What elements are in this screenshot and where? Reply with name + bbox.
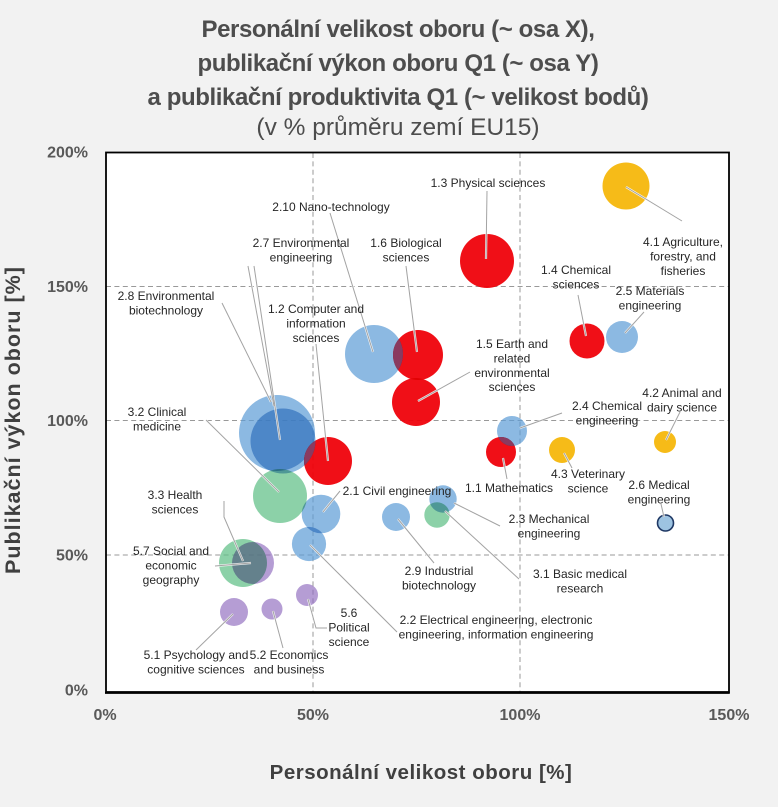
svg-text:150%: 150%: [709, 707, 750, 724]
svg-text:3.1 Basic medical: 3.1 Basic medical: [533, 567, 627, 581]
svg-text:engineering, information engin: engineering, information engineering: [399, 628, 594, 642]
svg-text:Personální velikost oboru (~ o: Personální velikost oboru (~ osa X),: [201, 16, 594, 43]
svg-text:5.7 Social and: 5.7 Social and: [133, 544, 209, 558]
svg-text:0%: 0%: [93, 707, 116, 724]
svg-text:engineering: engineering: [619, 299, 682, 313]
svg-text:2.6 Medical: 2.6 Medical: [628, 478, 689, 492]
svg-text:4.3 Veterinary: 4.3 Veterinary: [551, 467, 625, 481]
svg-text:environmental: environmental: [474, 366, 549, 380]
svg-text:engineering: engineering: [628, 493, 691, 507]
svg-text:dairy science: dairy science: [647, 401, 717, 415]
svg-text:related: related: [494, 352, 531, 366]
svg-text:2.2 Electrical engineering, el: 2.2 Electrical engineering, electronic: [400, 613, 593, 627]
svg-text:publikační výkon oboru Q1 (~ o: publikační výkon oboru Q1 (~ osa Y): [198, 50, 599, 77]
svg-text:information: information: [286, 317, 345, 331]
svg-text:100%: 100%: [500, 707, 541, 724]
svg-text:150%: 150%: [47, 279, 88, 296]
svg-text:science: science: [568, 482, 609, 496]
svg-text:engineering: engineering: [576, 414, 639, 428]
svg-text:2.7 Environmental: 2.7 Environmental: [253, 236, 350, 250]
svg-text:3.2 Clinical: 3.2 Clinical: [128, 405, 187, 419]
svg-text:sciences: sciences: [293, 331, 340, 345]
svg-text:sciences: sciences: [553, 278, 600, 292]
svg-text:1.4 Chemical: 1.4 Chemical: [541, 263, 611, 277]
svg-text:200%: 200%: [47, 145, 88, 162]
svg-text:(v % průměru zemí EU15): (v % průměru zemí EU15): [256, 114, 539, 141]
svg-text:science: science: [329, 635, 370, 649]
svg-text:engineering: engineering: [270, 251, 333, 265]
svg-text:sciences: sciences: [489, 380, 536, 394]
svg-text:a publikační produktivita Q1 (: a publikační produktivita Q1 (~ velikost…: [147, 84, 648, 111]
svg-text:research: research: [557, 582, 604, 596]
svg-text:50%: 50%: [297, 707, 329, 724]
svg-text:sciences: sciences: [152, 503, 199, 517]
svg-text:5.2 Economics: 5.2 Economics: [250, 648, 329, 662]
svg-text:1.3 Physical sciences: 1.3 Physical sciences: [431, 176, 546, 190]
svg-text:2.3 Mechanical: 2.3 Mechanical: [509, 512, 590, 526]
svg-text:1.2 Computer and: 1.2 Computer and: [268, 302, 364, 316]
svg-text:sciences: sciences: [383, 251, 430, 265]
svg-text:50%: 50%: [56, 548, 88, 565]
svg-text:forestry, and: forestry, and: [650, 250, 716, 264]
svg-text:biotechnology: biotechnology: [402, 579, 476, 593]
svg-text:3.3 Health: 3.3 Health: [148, 488, 203, 502]
svg-text:100%: 100%: [47, 413, 88, 430]
svg-text:4.2 Animal and: 4.2 Animal and: [642, 386, 721, 400]
svg-text:0%: 0%: [65, 683, 88, 700]
svg-text:fisheries: fisheries: [661, 264, 706, 278]
svg-text:geography: geography: [143, 573, 200, 587]
svg-text:5.6: 5.6: [341, 606, 358, 620]
svg-text:4.1 Agriculture,: 4.1 Agriculture,: [643, 235, 723, 249]
svg-text:2.4 Chemical: 2.4 Chemical: [572, 399, 642, 413]
svg-text:engineering: engineering: [518, 527, 581, 541]
svg-text:biotechnology: biotechnology: [129, 304, 203, 318]
svg-text:cognitive sciences: cognitive sciences: [147, 663, 244, 677]
svg-text:1.5 Earth and: 1.5 Earth and: [476, 337, 548, 351]
svg-text:economic: economic: [145, 559, 196, 573]
svg-text:2.9 Industrial: 2.9 Industrial: [405, 564, 474, 578]
svg-text:2.10 Nano-technology: 2.10 Nano-technology: [272, 200, 389, 214]
svg-text:1.1 Mathematics: 1.1 Mathematics: [465, 481, 553, 495]
svg-text:Personální velikost oboru [%]: Personální velikost oboru [%]: [270, 761, 573, 784]
svg-text:Publikační výkon oboru [%]: Publikační výkon oboru [%]: [1, 266, 25, 574]
svg-text:5.1 Psychology and: 5.1 Psychology and: [144, 648, 249, 662]
svg-text:medicine: medicine: [133, 420, 181, 434]
svg-text:2.1 Civil engineering: 2.1 Civil engineering: [343, 484, 452, 498]
svg-text:and business: and business: [254, 663, 325, 677]
svg-text:Political: Political: [328, 621, 369, 635]
svg-text:2.5 Materials: 2.5 Materials: [616, 284, 685, 298]
svg-text:1.6 Biological: 1.6 Biological: [370, 236, 441, 250]
svg-text:2.8 Environmental: 2.8 Environmental: [118, 289, 215, 303]
